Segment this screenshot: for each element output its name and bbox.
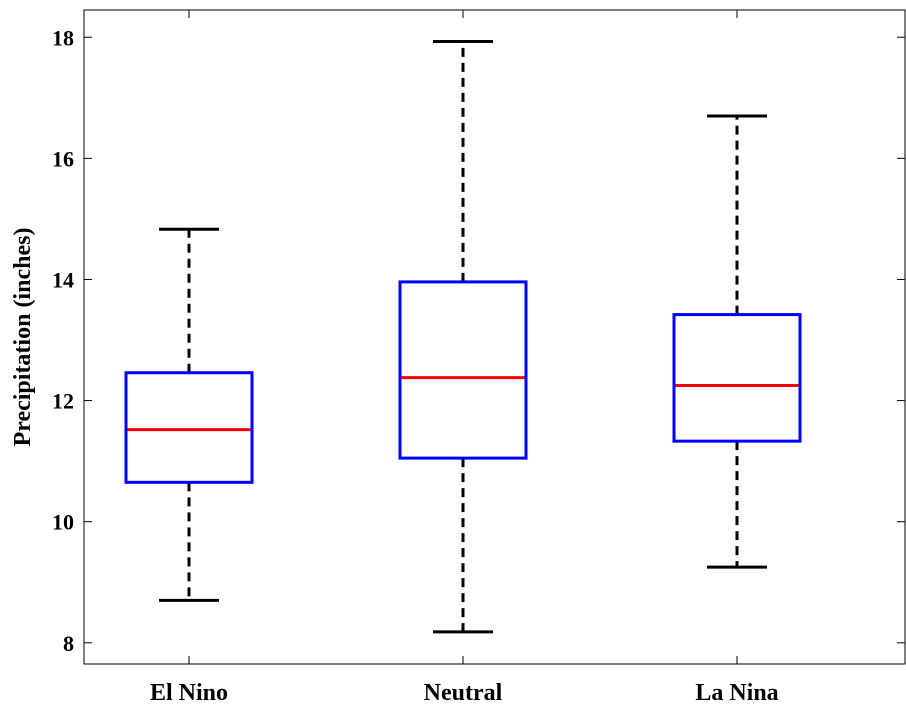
x-tick-label: El Nino (150, 680, 228, 705)
y-tick-label: 8 (63, 631, 74, 656)
box-la-nina (672, 114, 802, 569)
y-tick-label: 18 (52, 25, 74, 50)
y-tick-label: 10 (52, 510, 74, 535)
y-tick-label: 12 (52, 389, 74, 414)
x-axis-ticks: El Nino Neutral La Nina (150, 10, 779, 705)
box-neutral (398, 39, 528, 634)
box-el-nino (124, 227, 254, 602)
y-axis-ticks: 8 10 12 14 16 18 (52, 25, 905, 656)
y-tick-label: 14 (52, 267, 74, 292)
y-tick-label: 16 (52, 146, 74, 171)
iqr-box (672, 313, 802, 443)
x-tick-label: Neutral (424, 680, 503, 705)
iqr-box (398, 280, 528, 460)
iqr-box (124, 371, 254, 484)
x-tick-label: La Nina (695, 680, 778, 705)
box-series (124, 39, 802, 634)
y-axis-title: Precipitation (inches) (10, 228, 36, 447)
plot-frame (83, 9, 906, 665)
